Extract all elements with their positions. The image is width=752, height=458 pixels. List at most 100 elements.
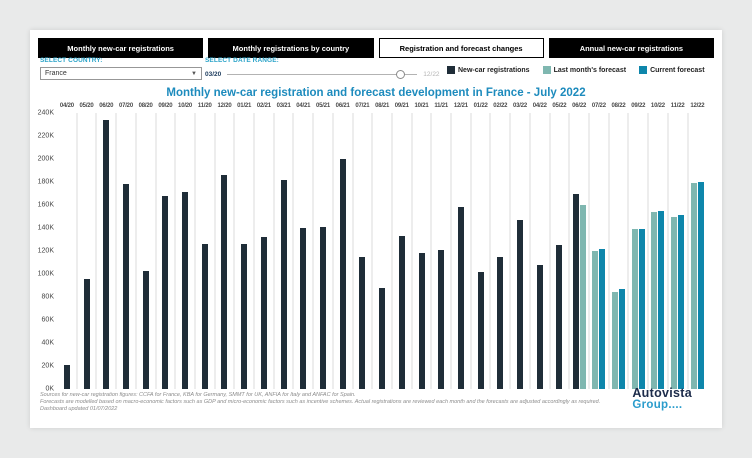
footer-updated-line: Dashboard updated 01/07/2022 [40,406,118,412]
x-axis-tick-label: 06/22 [572,103,587,109]
month-column: 08/20 [134,103,155,389]
bar-group [97,113,115,389]
y-axis-tick-label: 120K [37,247,54,255]
country-dropdown-value: France [45,70,67,77]
y-axis: 240K 220K 200K 180K 160K 140K 120K 100K 80K 60K 40… [30,110,56,393]
x-axis-tick-label: 12/21 [453,103,468,109]
x-axis-tick-label: 05/22 [552,103,567,109]
x-axis-tick-label: 11/21 [434,103,449,109]
bar-actual [477,271,484,389]
bar-group [334,113,352,389]
bar-actual [418,253,425,389]
y-axis-tick-label: 60K [41,316,54,324]
month-column: 04/21 [292,103,312,389]
bar-last_forecast [631,229,638,389]
bar-last_forecast [612,292,619,389]
y-axis-tick-label: 0K [45,385,54,393]
bar-actual [280,179,287,389]
bar-group [275,113,293,389]
x-axis-tick-label: 05/20 [79,103,94,109]
month-column: 11/22 [666,103,687,389]
bar-group [590,113,608,389]
bar-last_forecast [579,205,586,389]
x-axis-tick-label: 04/21 [296,103,311,109]
bar-group [413,113,431,389]
x-axis-tick-label: 10/20 [178,103,193,109]
bar-group [255,113,273,389]
legend-swatch-actual [447,66,455,74]
x-axis-tick-label: 09/21 [394,103,409,109]
bar-actual [517,220,524,389]
bar-current_forecast [658,210,665,389]
month-column: 05/20 [75,103,96,389]
y-axis-tick-label: 180K [37,178,54,186]
x-axis-tick-label: 11/22 [670,103,685,109]
bar-group [58,113,76,389]
bar-actual [339,159,346,389]
date-slider-track[interactable] [227,68,418,80]
dashboard-card: Monthly new-car registrations Monthly re… [30,30,722,428]
bar-actual [572,193,579,389]
tab-monthly-new-car-registrations[interactable]: Monthly new-car registrations [38,38,204,58]
month-column: 09/21 [390,103,411,389]
month-column: 07/21 [351,103,372,389]
bar-actual [438,249,445,389]
y-axis-tick-label: 20K [41,362,54,370]
tab-registration-and-forecast-changes[interactable]: Registration and forecast changes [378,38,544,58]
month-column: 12/20 [213,103,234,389]
x-axis-tick-label: 03/22 [513,103,528,109]
x-axis-tick-label: 07/22 [591,103,606,109]
y-axis-tick-label: 80K [41,293,54,301]
tab-annual-new-car-registrations[interactable]: Annual new-car registrations [548,38,714,58]
bar-group [137,113,155,389]
bar-group [531,113,549,389]
bar-actual [83,278,90,389]
footer-notes: Sources for new-car registration figures… [40,392,600,413]
month-column: 12/21 [450,103,470,389]
logo-text-group: Group.... [632,399,683,411]
bar-actual [398,236,405,389]
bar-actual [241,244,248,389]
date-range-start-label: 03/20 [205,70,222,78]
bar-group [216,113,234,389]
bar-last_forecast [671,216,678,389]
bar-actual [142,270,149,389]
chart-legend: New-car registrations Last month's forec… [447,66,705,74]
x-axis-tick-label: 12/20 [217,103,232,109]
month-column: 05/22 [548,103,569,389]
month-column: 09/20 [154,103,175,389]
bar-actual [497,256,504,389]
bar-group [629,113,647,389]
autovista-group-logo: Autovista Group.... [632,387,692,411]
date-slider-handle[interactable] [396,69,406,79]
country-dropdown[interactable]: France ▼ [40,67,202,80]
bar-current_forecast [599,248,606,389]
y-axis-tick-label: 40K [41,339,54,347]
bar-actual [457,207,464,389]
bar-last_forecast [592,251,599,389]
legend-item-last-months-forecast: Last month's forecast [542,66,626,74]
x-axis-tick-label: 11/20 [197,103,212,109]
bar-chart-plot: 04/20 05/20 06/20 07/20 08/20 09/20 10/20 11/20… [58,103,706,389]
bar-actual [536,264,543,389]
x-axis-tick-label: 04/22 [532,103,547,109]
month-column: 02/22 [489,103,509,389]
bar-group [551,113,569,389]
x-axis-tick-label: 10/21 [414,103,429,109]
footer-methodology-line: Forecasts are modelled based on macro-ec… [40,399,601,405]
y-axis-tick-label: 160K [37,201,54,209]
month-column: 09/22 [627,103,647,389]
bar-group [511,113,529,389]
tab-bar: Monthly new-car registrations Monthly re… [38,38,714,58]
bar-current_forecast [619,289,626,389]
bar-group [649,113,667,389]
date-slider-line [227,73,418,75]
x-axis-tick-label: 10/22 [650,103,665,109]
bar-actual [201,244,208,389]
x-axis-tick-label: 08/21 [375,103,390,109]
legend-label: New-car registrations [458,66,530,74]
bar-current_forecast [638,229,645,389]
month-column: 10/22 [647,103,667,389]
tab-monthly-registrations-by-country[interactable]: Monthly registrations by country [208,38,374,58]
date-range-slider: 03/20 12/22 [205,68,440,80]
